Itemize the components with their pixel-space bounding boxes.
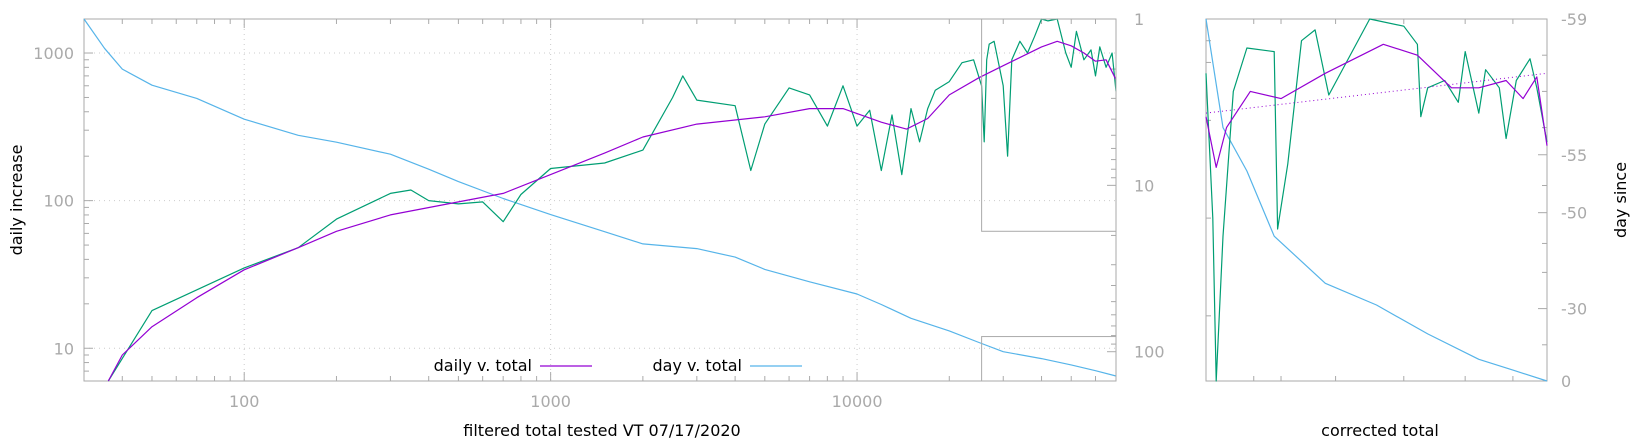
y-tick-label: 100 <box>43 192 74 211</box>
y2-tick-label: 100 <box>1134 343 1165 362</box>
right-y2-tick-label: -59 <box>1561 10 1587 29</box>
main-x-axis-title: filtered total tested VT 07/17/2020 <box>463 421 740 440</box>
main-series-layer <box>83 18 1117 382</box>
y2-tick-label: 1 <box>1134 10 1144 29</box>
legend-label-daily: daily v. total <box>434 356 532 375</box>
right-line-daily-v-total <box>1205 43 1548 168</box>
right-plot-frame <box>1205 18 1548 382</box>
right-line-raw-daily <box>1205 18 1548 382</box>
y-tick-label: 10 <box>54 339 74 358</box>
right-y2-tick-label: -50 <box>1561 204 1587 223</box>
zoom-region-frames <box>981 18 1117 382</box>
main-y-axis-title: daily increase <box>7 145 26 256</box>
right-y2-tick-label: -55 <box>1561 146 1587 165</box>
right-y2-tick-label: -30 <box>1561 300 1587 319</box>
zoom-frame-bottom <box>981 336 1117 382</box>
x-tick-label: 100 <box>229 392 260 411</box>
right-y-axis-title: day since <box>1611 162 1630 238</box>
series-line-daily-v-total <box>107 40 1117 382</box>
legend: daily v. total day v. total <box>434 356 802 375</box>
x-tick-label: 1000 <box>530 392 571 411</box>
y-tick-label: 1000 <box>33 44 74 63</box>
main-axis-ticks: 100 1000 10000 10 100 1000 1 10 100 <box>33 10 1164 411</box>
series-line-raw-daily <box>107 18 1117 382</box>
y2-tick-label: 10 <box>1134 176 1154 195</box>
right-x-axis-title: corrected total <box>1321 421 1439 440</box>
main-plot-frame <box>83 18 1117 382</box>
x-tick-label: 10000 <box>832 392 883 411</box>
main-gridlines <box>84 19 1116 381</box>
right-series-layer <box>1205 18 1548 382</box>
legend-label-day: day v. total <box>653 356 743 375</box>
right-y2-tick-label: 0 <box>1561 372 1571 391</box>
right-line-day-v-total <box>1205 18 1548 382</box>
right-axis-ticks: -59 -55 -50 -30 0 <box>1206 10 1587 391</box>
series-line-day-v-total <box>83 18 1117 377</box>
zoom-frame-top <box>981 18 1117 232</box>
